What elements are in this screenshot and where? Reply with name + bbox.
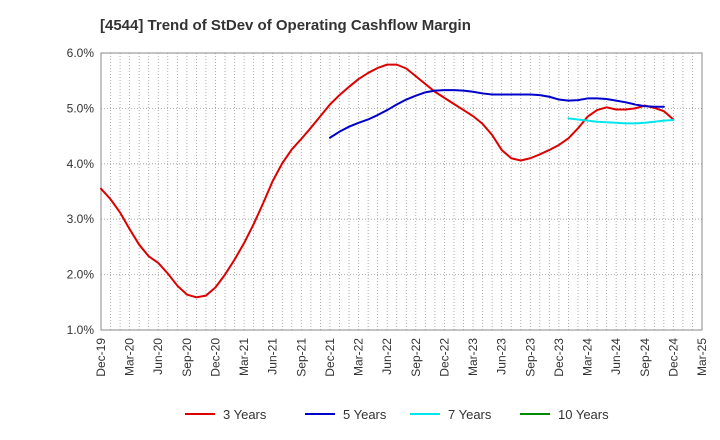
plot-area [100,52,703,331]
legend-item: 7 Years [410,407,492,422]
legend-item: 3 Years [185,407,267,422]
grid [101,53,702,330]
legend-item: 10 Years [520,407,609,422]
x-tick-label: Dec-21 [323,338,337,377]
x-axis: Dec-19 Mar-20 Jun-20 Sep-20 Dec-20 Mar-21 Jun-… [94,338,709,377]
x-tick-label: Mar-21 [237,338,251,376]
y-tick-label: 3.0% [67,212,95,226]
y-tick-label: 4.0% [67,157,95,171]
x-tick-label: Dec-20 [208,338,222,377]
y-tick-label: 5.0% [67,101,95,115]
x-tick-label: Dec-24 [666,338,680,377]
x-tick-label: Mar-25 [695,338,709,376]
legend: 3 Years 5 Years 7 Years 10 Years [185,407,609,422]
x-tick-label: Sep-22 [409,338,423,377]
y-tick-label: 1.0% [67,323,95,337]
series-line-5-years [328,89,665,139]
x-tick-label: Sep-24 [638,338,652,377]
legend-item: 5 Years [305,407,387,422]
legend-label: 7 Years [448,407,492,422]
x-tick-label: Dec-23 [552,338,566,377]
x-tick-label: Jun-23 [495,338,509,375]
x-tick-label: Mar-24 [581,338,595,376]
x-tick-label: Mar-22 [352,338,366,376]
x-tick-label: Sep-21 [294,338,308,377]
series-line-3-years [100,63,675,299]
x-tick-label: Mar-23 [466,338,480,376]
x-tick-label: Dec-19 [94,338,108,377]
series-line-7-years [567,117,675,125]
y-axis: 1.0% 2.0% 3.0% 4.0% 5.0% 6.0% [67,46,95,337]
series-layer [100,63,675,299]
legend-label: 3 Years [223,407,267,422]
legend-label: 5 Years [343,407,387,422]
x-tick-label: Sep-23 [523,338,537,377]
x-tick-label: Jun-24 [609,338,623,375]
legend-label: 10 Years [558,407,609,422]
y-tick-label: 2.0% [67,268,95,282]
chart-title: [4544] Trend of StDev of Operating Cashf… [100,17,471,34]
x-tick-label: Jun-21 [266,338,280,375]
x-tick-label: Mar-20 [123,338,137,376]
y-tick-label: 6.0% [67,46,95,60]
x-tick-label: Dec-22 [437,338,451,377]
x-tick-label: Jun-22 [380,338,394,375]
x-tick-label: Sep-20 [180,338,194,377]
x-tick-label: Jun-20 [151,338,165,375]
